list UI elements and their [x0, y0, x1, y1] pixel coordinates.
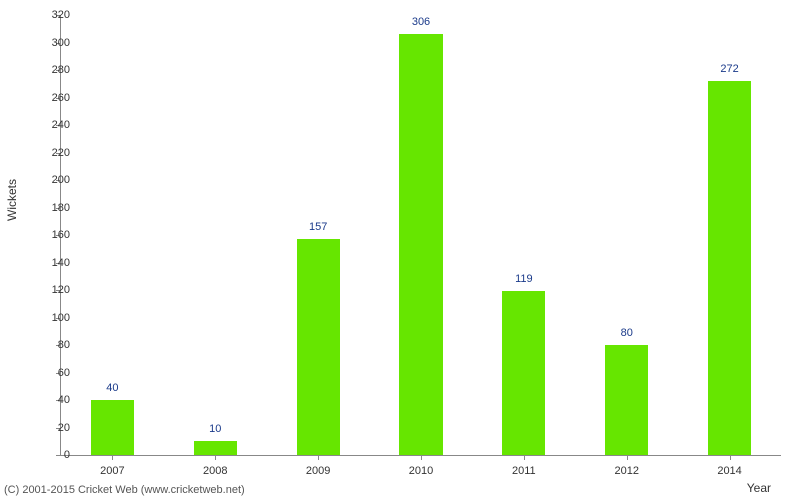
x-tick [318, 455, 319, 460]
bar-value-label: 80 [621, 327, 633, 339]
x-tick-label: 2010 [409, 465, 433, 477]
x-tick [421, 455, 422, 460]
bar-value-label: 119 [515, 273, 533, 285]
y-tick-label: 120 [52, 284, 70, 296]
x-tick-label: 2009 [306, 465, 330, 477]
y-tick-label: 20 [58, 422, 70, 434]
y-tick-label: 180 [52, 202, 70, 214]
copyright-text: (C) 2001-2015 Cricket Web (www.cricketwe… [4, 484, 245, 496]
x-tick-label: 2008 [203, 465, 227, 477]
y-tick-label: 80 [58, 339, 70, 351]
y-tick-label: 0 [64, 449, 70, 461]
plot-area: Year 40200710200815720093062010119201180… [60, 15, 781, 456]
bar-value-label: 272 [720, 63, 738, 75]
bar-value-label: 157 [309, 221, 327, 233]
x-tick-label: 2011 [512, 465, 536, 477]
x-tick [730, 455, 731, 460]
bar [297, 239, 340, 455]
y-tick-label: 220 [52, 147, 70, 159]
y-tick [56, 455, 61, 456]
bar [91, 400, 134, 455]
x-tick-label: 2014 [717, 465, 741, 477]
y-tick-label: 60 [58, 367, 70, 379]
x-axis-label: Year [747, 481, 771, 495]
x-tick [627, 455, 628, 460]
y-tick-label: 140 [52, 257, 70, 269]
y-tick-label: 280 [52, 64, 70, 76]
x-tick [215, 455, 216, 460]
y-tick-label: 40 [58, 394, 70, 406]
x-tick-label: 2007 [100, 465, 124, 477]
y-tick-label: 200 [52, 174, 70, 186]
bar [708, 81, 751, 455]
bar [605, 345, 648, 455]
y-tick-label: 320 [52, 9, 70, 21]
bar [194, 441, 237, 455]
y-tick-label: 100 [52, 312, 70, 324]
bar-value-label: 40 [106, 382, 118, 394]
bar-value-label: 10 [209, 423, 221, 435]
x-tick [524, 455, 525, 460]
bar [502, 291, 545, 455]
chart-container: Year 40 2007 10 2008 157 2009 306 2010 119 2011 80… [0, 0, 800, 500]
y-tick-label: 160 [52, 229, 70, 241]
y-axis-label: Wickets [5, 179, 19, 221]
bar-value-label: 306 [412, 16, 430, 28]
y-tick-label: 260 [52, 92, 70, 104]
x-tick [112, 455, 113, 460]
bar [399, 34, 442, 455]
y-tick-label: 240 [52, 119, 70, 131]
y-tick-label: 300 [52, 37, 70, 49]
x-tick-label: 2012 [614, 465, 638, 477]
